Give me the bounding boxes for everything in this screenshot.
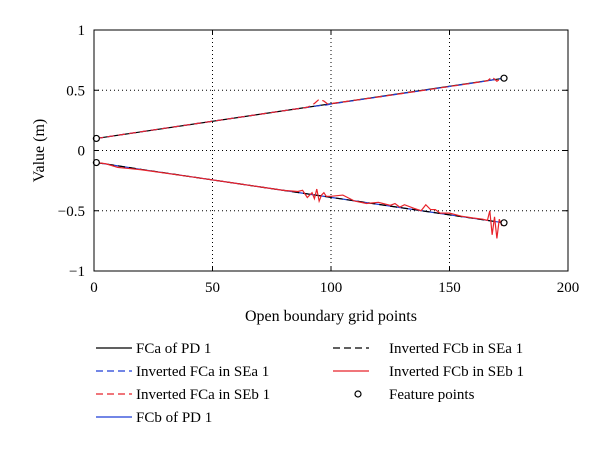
feature-point bbox=[92, 158, 100, 167]
y-tick-label: 0 bbox=[78, 144, 86, 160]
legend-label: FCa of PD 1 bbox=[136, 341, 211, 357]
series-line-inverted-fca-in-sea-1 bbox=[96, 77, 505, 140]
legend-item-inverted-fcb-in-sea-1: Inverted FCb in SEa 1 bbox=[333, 341, 523, 357]
feature-point bbox=[92, 134, 100, 143]
x-tick-label: 100 bbox=[320, 280, 343, 296]
x-tick-label: 50 bbox=[205, 280, 220, 296]
feature-point bbox=[500, 74, 508, 82]
legend-swatch-marker bbox=[354, 390, 362, 398]
series-line-inverted-fcb-in-seb-1 bbox=[96, 161, 505, 239]
x-tick-label: 200 bbox=[557, 280, 580, 296]
x-tick-label: 0 bbox=[90, 280, 98, 296]
legend-label: Inverted FCa in SEa 1 bbox=[136, 364, 269, 380]
legend-item-fcb-of-pd-1: FCb of PD 1 bbox=[96, 410, 212, 426]
y-tick-label: 0.5 bbox=[66, 83, 85, 99]
legend: FCa of PD 1 Inverted FCa in SEa 1 Inverted… bbox=[96, 341, 524, 426]
y-tick-label: −0.5 bbox=[58, 204, 85, 220]
legend-item-inverted-fca-in-sea-1: Inverted FCa in SEa 1 bbox=[96, 364, 269, 380]
y-axis-label: Value (m) bbox=[31, 119, 48, 183]
feature-point bbox=[500, 219, 508, 227]
y-tick-label: −1 bbox=[69, 264, 85, 280]
y-tick-label: 1 bbox=[78, 23, 86, 39]
legend-item-fca-of-pd-1: FCa of PD 1 bbox=[96, 341, 211, 357]
grid-lines bbox=[94, 30, 568, 271]
legend-label: Feature points bbox=[389, 387, 475, 403]
legend-item-inverted-fca-in-seb-1: Inverted FCa in SEb 1 bbox=[96, 387, 270, 403]
legend-item-inverted-fcb-in-seb-1: Inverted FCb in SEb 1 bbox=[333, 364, 524, 380]
x-axis-label: Open boundary grid points bbox=[245, 308, 417, 325]
legend-label: Inverted FCa in SEb 1 bbox=[136, 387, 270, 403]
axis-ticks: 0 50 100 150 200 −1 −0.5 0 0.5 1 bbox=[58, 23, 579, 296]
series-lines bbox=[92, 74, 508, 239]
legend-label: Inverted FCb in SEa 1 bbox=[389, 341, 523, 357]
x-tick-label: 150 bbox=[438, 280, 461, 296]
legend-label: Inverted FCb in SEb 1 bbox=[389, 364, 524, 380]
legend-label: FCb of PD 1 bbox=[136, 410, 212, 426]
legend-item-feature-points: Feature points bbox=[354, 387, 475, 403]
